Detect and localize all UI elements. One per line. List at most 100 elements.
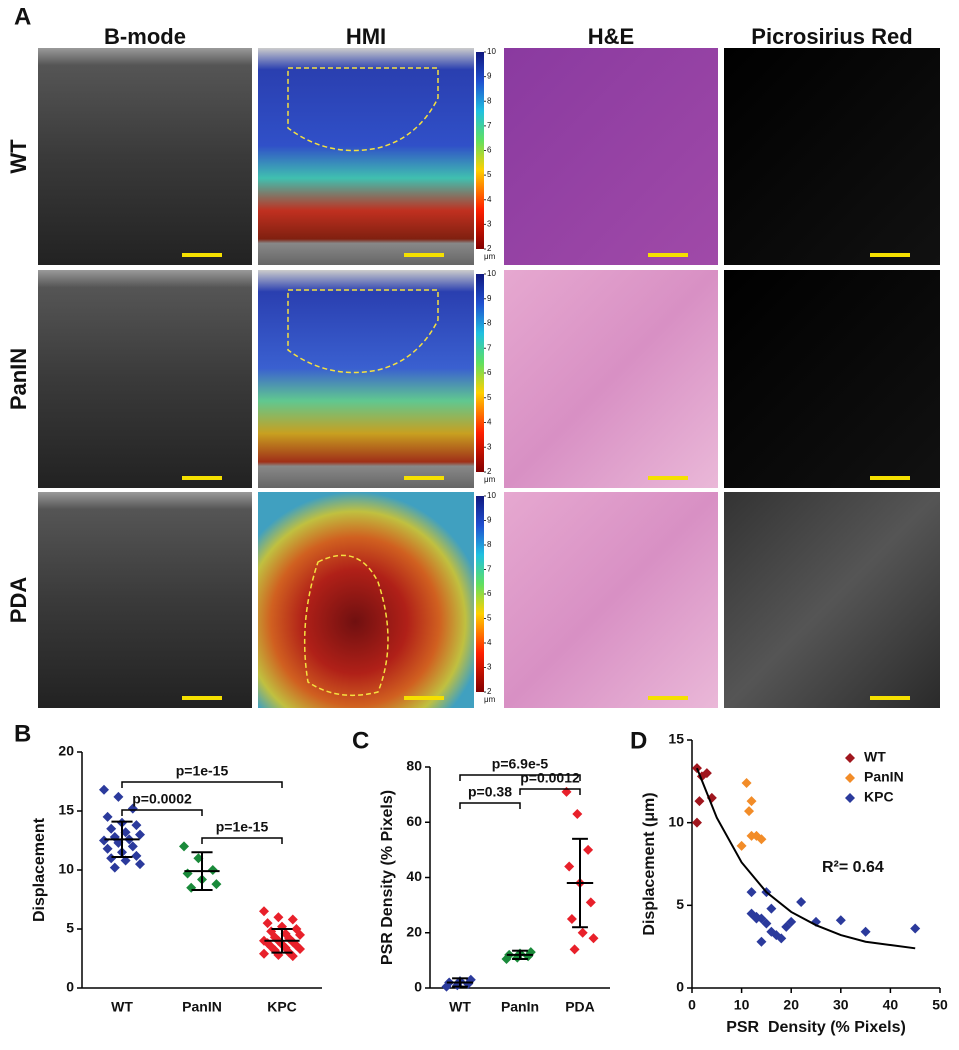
significance-bracket xyxy=(459,802,521,809)
data-point xyxy=(583,844,594,855)
significance-bracket xyxy=(459,774,581,781)
data-point xyxy=(577,927,588,938)
colorbar-unit: μm xyxy=(484,252,496,261)
data-point xyxy=(102,843,113,854)
micrograph xyxy=(38,270,252,488)
y-tick-label: 10 xyxy=(668,813,684,829)
colorbar-tick-label: 5 xyxy=(487,614,492,623)
colorbar-unit: μm xyxy=(484,695,496,704)
data-point xyxy=(99,784,109,795)
x-tick-label: KPC xyxy=(267,999,297,1015)
colorbar-tick-label: 2 xyxy=(487,244,492,253)
x-tick-label: WT xyxy=(111,999,133,1015)
data-point xyxy=(113,791,124,802)
y-tick-label: 20 xyxy=(58,743,74,759)
y-tick-label: 10 xyxy=(58,861,74,877)
x-tick-label: PDA xyxy=(565,999,595,1015)
colorbar-tick-label: 10 xyxy=(487,269,496,278)
data-point xyxy=(287,914,298,925)
panel-label: A xyxy=(14,3,31,30)
colorbar xyxy=(476,496,484,692)
colorbar-tick-label: 10 xyxy=(487,47,496,56)
significance-bracket xyxy=(201,837,283,844)
colorbar-tick-label: 8 xyxy=(487,540,492,549)
y-tick-label: 5 xyxy=(66,920,74,936)
colorbar-tick-label: 3 xyxy=(487,663,492,672)
data-point xyxy=(207,865,218,875)
p-value: p=1e-15 xyxy=(216,819,269,835)
colorbar-tick-label: 6 xyxy=(487,589,492,598)
x-tick-label: 0 xyxy=(688,997,696,1013)
y-tick-label: 0 xyxy=(676,979,684,995)
data-point xyxy=(691,817,702,828)
data-point xyxy=(127,841,138,852)
data-point xyxy=(572,808,583,819)
colorbar-tick-label: 7 xyxy=(487,121,492,130)
colorbar-tick-label: 6 xyxy=(487,146,492,155)
data-point xyxy=(109,862,120,873)
data-point xyxy=(585,897,596,908)
roi-outline xyxy=(303,554,389,697)
micrograph xyxy=(504,270,718,488)
x-tick-label: 40 xyxy=(883,997,899,1013)
micrograph xyxy=(258,48,474,265)
data-point xyxy=(135,829,145,840)
y-axis-label: Displacement xyxy=(31,817,48,922)
legend-label: PanIN xyxy=(864,769,904,785)
y-tick-label: 15 xyxy=(668,731,684,747)
data-point xyxy=(193,853,204,864)
y-tick-label: 0 xyxy=(414,979,422,995)
data-point xyxy=(131,850,142,861)
colorbar-tick-label: 2 xyxy=(487,687,492,696)
data-point xyxy=(701,768,712,779)
micrograph xyxy=(724,48,940,265)
column-header: Picrosirius Red xyxy=(751,24,912,49)
data-point xyxy=(127,803,138,814)
legend-label: WT xyxy=(864,749,886,765)
data-point xyxy=(776,933,787,944)
colorbar-tick-label: 7 xyxy=(487,343,492,352)
x-tick-label: 30 xyxy=(833,997,849,1013)
data-point xyxy=(910,923,921,934)
colorbar-tick-label: 8 xyxy=(487,96,492,105)
colorbar-tick-label: 3 xyxy=(487,219,492,228)
data-point xyxy=(588,933,599,944)
data-point xyxy=(761,918,772,929)
data-point xyxy=(295,929,305,940)
significance-bracket xyxy=(121,809,203,816)
data-point xyxy=(186,882,197,893)
data-point xyxy=(756,936,767,947)
y-tick-label: 0 xyxy=(66,979,74,995)
x-tick-label: 50 xyxy=(932,997,948,1013)
x-tick-label: PanIN xyxy=(182,999,222,1015)
data-point xyxy=(113,837,124,848)
data-point xyxy=(182,868,193,879)
data-point xyxy=(273,912,284,923)
data-point xyxy=(106,823,117,834)
y-tick-label: 20 xyxy=(406,923,422,939)
p-value: p=6.9e-5 xyxy=(492,756,549,772)
micrograph xyxy=(504,48,718,265)
micrograph xyxy=(258,270,474,488)
micrograph xyxy=(258,492,474,708)
significance-bracket xyxy=(121,781,283,788)
p-value: p=0.0012 xyxy=(520,770,580,786)
roi-outline xyxy=(287,67,439,152)
row-label: PDA xyxy=(6,577,31,624)
data-point xyxy=(99,835,109,846)
significance-bracket xyxy=(519,788,581,795)
colorbar-tick-label: 9 xyxy=(487,294,492,303)
colorbar-tick-label: 9 xyxy=(487,72,492,81)
data-point xyxy=(746,796,757,807)
data-point xyxy=(120,827,131,838)
row-label: PanIN xyxy=(6,348,31,410)
x-tick-label: 20 xyxy=(783,997,799,1013)
data-point xyxy=(120,855,131,866)
data-point xyxy=(741,777,752,788)
data-point xyxy=(569,944,580,955)
data-point xyxy=(102,811,113,822)
legend-label: KPC xyxy=(864,789,894,805)
p-value: p=0.0002 xyxy=(132,791,192,807)
column-header: H&E xyxy=(588,24,634,49)
